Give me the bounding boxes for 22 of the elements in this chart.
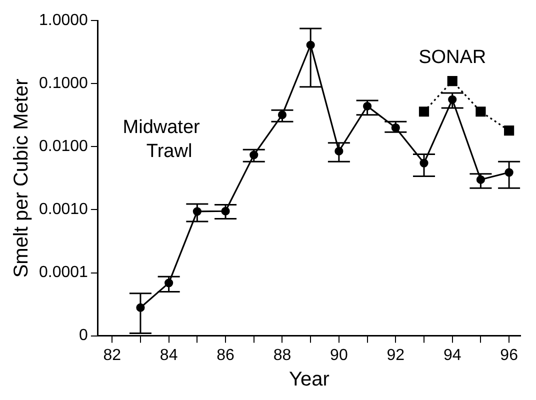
point [504, 126, 514, 136]
series-label: SONAR [418, 46, 486, 68]
x-axis-title: Year [288, 368, 330, 391]
x-tick-label: 90 [330, 346, 348, 364]
x-tick-label: 86 [216, 346, 235, 364]
x-tick-label: 88 [273, 346, 292, 364]
point [418, 106, 430, 117]
point [447, 76, 458, 86]
x-tick-label: 82 [103, 346, 122, 364]
x-tick-label: 94 [443, 346, 462, 364]
y-tick-label: 0.0001 [39, 264, 88, 282]
y-tick-label: 0 [79, 327, 88, 344]
y-tick-label: 0.0100 [39, 138, 88, 156]
y-axis-title: Smelt per Cubic Meter [10, 78, 33, 278]
text: Midwater Trawl [122, 116, 201, 162]
x-tick-label: 84 [160, 346, 178, 364]
y-tick-label: 0.0010 [39, 201, 88, 218]
point [476, 106, 486, 117]
y-tick-label: 0.1000 [39, 75, 88, 92]
y-tick-label: 1.0000 [39, 12, 88, 30]
x-tick-label: 96 [500, 346, 518, 364]
x-tick-label: 92 [386, 346, 405, 364]
